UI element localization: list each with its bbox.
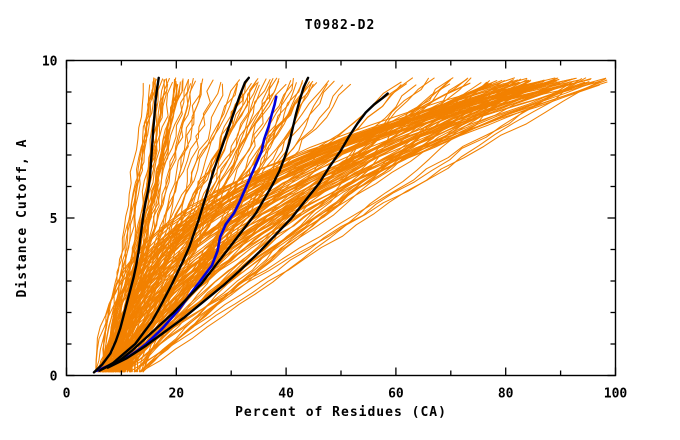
x-tick-label: 100 [604, 387, 628, 402]
model-curve [104, 80, 189, 372]
x-tick-label: 80 [498, 387, 514, 402]
x-tick-label: 20 [168, 387, 184, 402]
axis-tick-labels: 0 20 40 60 80 100 0 5 10 [42, 55, 628, 402]
model-curve [104, 79, 606, 372]
x-axis-label: Percent of Residues (CA) [235, 405, 447, 420]
model-curve [130, 78, 586, 372]
model-curve [141, 83, 488, 372]
model-curve [131, 82, 589, 372]
y-tick-label: 10 [42, 55, 58, 70]
highlighted-curve-model-black-3 [100, 76, 310, 371]
curves-layer [92, 76, 607, 374]
highlighted-curve-model-black-4 [106, 92, 389, 369]
model-curve [99, 82, 585, 371]
model-curve [103, 78, 606, 372]
model-curve [103, 78, 577, 371]
model-curve [111, 79, 581, 372]
model-curve [107, 85, 599, 372]
x-tick-label: 60 [388, 387, 404, 402]
model-curve [104, 82, 153, 372]
model-curve [130, 78, 555, 372]
model-curve [143, 80, 552, 371]
model-curve [106, 79, 591, 372]
highlighted-curve-model-black-2 [98, 76, 250, 372]
highlighted-curve-model-black-1 [92, 76, 160, 374]
model-curve [119, 82, 607, 372]
x-tick-label: 40 [278, 387, 294, 402]
y-tick-label: 5 [50, 212, 58, 227]
model-curve [111, 80, 531, 372]
x-tick-label: 0 [63, 387, 71, 402]
axis-ticks [65, 59, 617, 377]
model-curve [98, 80, 607, 372]
model-curve [96, 78, 527, 371]
chart-title: T0982-D2 [305, 18, 376, 33]
y-tick-label: 0 [50, 370, 58, 385]
model-curve [130, 81, 581, 371]
model-curve [109, 81, 600, 371]
y-axis-label: Distance Cutoff, A [15, 139, 30, 298]
model-curve [103, 79, 590, 371]
model-curve [119, 83, 570, 371]
model-curve [111, 84, 554, 371]
